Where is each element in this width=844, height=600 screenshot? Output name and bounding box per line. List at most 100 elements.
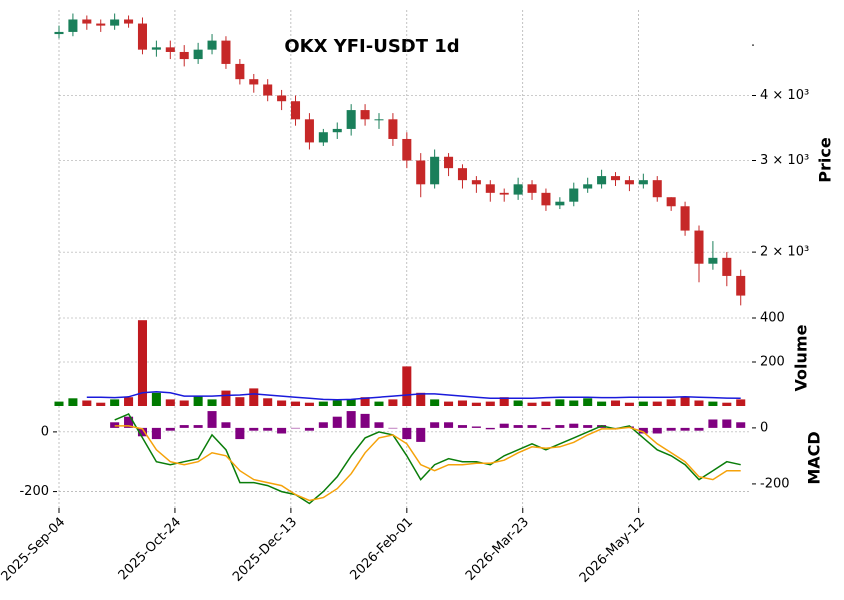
macd-histogram-bar	[207, 411, 217, 428]
candle-body	[207, 40, 217, 50]
volume-bar	[569, 400, 579, 406]
candle-body	[179, 51, 189, 60]
volume-bar	[457, 400, 467, 406]
volume-bar	[290, 401, 301, 406]
volume-bar	[318, 401, 328, 406]
x-tick-label: 2025-Dec-13	[230, 515, 300, 585]
candle-body	[471, 180, 481, 185]
candle-body	[597, 176, 607, 185]
volume-bar	[221, 390, 231, 406]
volume-bar	[263, 398, 273, 406]
volume-bar	[736, 399, 746, 406]
candle-body	[96, 23, 106, 26]
x-tick-label: 2025-Sep-04	[0, 515, 68, 585]
candle-body	[124, 19, 134, 24]
candle-body	[68, 19, 78, 32]
volume-bar	[471, 402, 481, 406]
candle-body	[332, 128, 342, 133]
candle-body	[360, 110, 370, 120]
macd-histogram-bar	[736, 422, 746, 428]
macd-histogram-bar	[555, 425, 565, 428]
macd-histogram-bar	[694, 427, 704, 431]
candle-body	[485, 184, 495, 193]
candle-body	[277, 95, 287, 102]
macd-histogram-bar	[110, 422, 120, 428]
volume-bar	[332, 400, 342, 406]
candle-body	[165, 47, 175, 52]
macd-histogram-bar	[499, 423, 509, 428]
candle-body	[249, 79, 259, 85]
volume-bar	[638, 401, 648, 406]
volume-bar	[235, 397, 245, 406]
candle-body	[290, 101, 301, 120]
macd-histogram-bar	[680, 427, 690, 431]
candle-body	[527, 184, 537, 193]
candle-body	[346, 110, 356, 129]
candle-body	[680, 206, 690, 231]
candle-body	[555, 201, 565, 206]
volume-axis-label: Volume	[792, 324, 811, 391]
candle-body	[304, 119, 314, 143]
volume-bar	[694, 400, 704, 406]
macd-histogram-bar	[360, 413, 370, 428]
macd-histogram-bar	[346, 411, 356, 428]
candle-body	[374, 119, 384, 121]
candle-body	[569, 188, 579, 202]
macd-histogram-bar	[137, 427, 147, 437]
volume-bar	[96, 402, 106, 406]
candle-body	[430, 156, 440, 185]
price-tick-label: 3 × 10³	[760, 153, 809, 168]
macd-histogram-bar	[722, 419, 732, 428]
volume-bar	[165, 399, 175, 406]
candle-body	[137, 23, 147, 50]
volume-bar	[137, 320, 147, 406]
macd-histogram-bar	[318, 422, 328, 428]
volume-bar	[513, 400, 523, 406]
volume-bar	[722, 402, 732, 406]
macd-histogram-bar	[165, 427, 175, 431]
volume-bar	[360, 397, 370, 406]
macd-histogram-bar	[583, 425, 593, 428]
volume-bar	[666, 399, 676, 406]
volume-bar	[110, 399, 120, 406]
volume-bar	[346, 399, 356, 406]
candle-body	[457, 168, 467, 181]
candle-body	[513, 184, 523, 195]
macd-y2-tick-label: 0	[760, 420, 768, 435]
candle-body	[694, 230, 704, 264]
macd-histogram-bar	[151, 427, 161, 440]
volume-bar	[124, 397, 134, 406]
volume-bar	[708, 401, 718, 406]
price-tick-label: 4 × 10³	[760, 88, 809, 103]
volume-bar	[54, 401, 64, 406]
volume-bar	[527, 402, 537, 406]
volume-bar	[207, 399, 217, 406]
volume-bar	[151, 392, 161, 406]
macd-histogram-bar	[485, 427, 495, 430]
volume-bar	[249, 388, 259, 406]
volume-bar	[193, 396, 203, 406]
price-axis-label: Price	[816, 137, 835, 183]
price-tick-label: 2 × 10³	[760, 245, 809, 260]
volume-bar	[374, 401, 384, 406]
volume-bar	[485, 401, 495, 406]
candle-body	[722, 257, 732, 276]
macd-y2-tick-label: -200	[760, 476, 790, 491]
candle-body	[610, 176, 621, 181]
macd-line	[114, 425, 741, 502]
macd-histogram-bar	[513, 425, 523, 428]
candle-body	[736, 275, 746, 296]
macd-histogram-bar	[304, 427, 314, 431]
macd-histogram-bar	[541, 427, 551, 430]
macd-histogram-bar	[290, 427, 301, 429]
candle-body	[235, 63, 245, 80]
candle-body	[193, 49, 203, 60]
macd-histogram-bar	[249, 427, 259, 431]
volume-bar	[179, 400, 189, 406]
candle-body	[638, 180, 648, 185]
macd-histogram-bar	[444, 422, 454, 428]
candle-body	[541, 192, 551, 206]
x-tick-label: 2026-May-12	[577, 515, 648, 586]
candle-body	[499, 192, 509, 195]
